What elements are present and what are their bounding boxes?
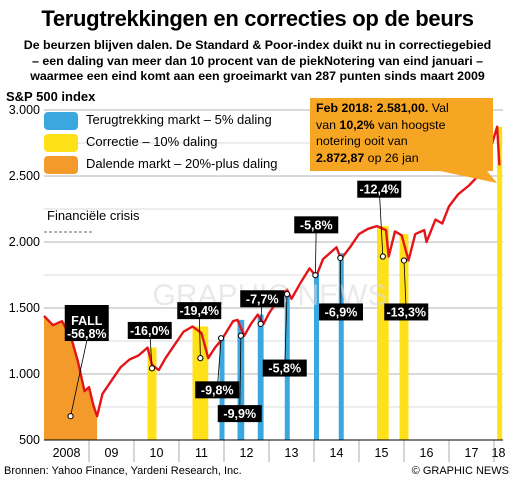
drop-label-box (127, 321, 172, 339)
x-tick-label: 16 (420, 446, 434, 460)
x-tick-label: 18 (492, 446, 506, 460)
drop-label: -16,0% (130, 324, 170, 338)
x-tick-label: 14 (330, 446, 344, 460)
callout-line2-pre: van (316, 117, 340, 132)
callout-line2-rest: van hoogste (374, 117, 446, 132)
drop-label: -6,9% (325, 305, 358, 319)
chart-subtitle: De beurzen blijven dalen. De Standard & … (4, 38, 511, 85)
footer-credit: © GRAPHIC NEWS (411, 465, 509, 477)
x-tick-label: 13 (285, 446, 299, 460)
callout-line4-bold: 2.872,87 (316, 150, 365, 165)
label-dot (283, 291, 291, 298)
drop-label: -13,3% (386, 305, 426, 319)
correction-bar (147, 347, 157, 440)
label-leader (378, 189, 384, 257)
callout-line2-bold: 10,2% (339, 117, 375, 132)
legend-label-bear: Dalende markt – 20%-plus daling (86, 156, 278, 171)
x-tick-label: 17 (465, 446, 479, 460)
subtitle-line-3: waarmee een eind komt aan een groeimarkt… (30, 69, 485, 83)
drop-label: -9,8% (201, 383, 234, 397)
chart-title: Terugtrekkingen en correcties op de beur… (41, 6, 474, 31)
x-tick-label: 11 (195, 446, 208, 460)
drop-label-box (217, 405, 262, 423)
label-dot (312, 272, 319, 279)
drop-label-box (262, 359, 307, 377)
x-tick-label: 2008 (53, 446, 81, 460)
legend-label-pullback: Terugtrekking markt – 5% daling (86, 112, 272, 127)
drop-label-box (177, 302, 222, 320)
sp500-line (43, 125, 501, 418)
drop-label: -12,4% (359, 183, 399, 197)
footer-source: Bronnen: Yahoo Finance, Yardeni Research… (4, 465, 242, 477)
callout-line4-rest: op 26 jan (364, 150, 419, 165)
label-dot (217, 335, 225, 342)
drop-label: -5,8% (300, 218, 333, 232)
subtitle-line-1: De beurzen blijven dalen. De Standard & … (23, 38, 492, 52)
drop-label: -19,4% (179, 304, 219, 318)
pullback-bar (257, 314, 264, 440)
drop-label-box (294, 216, 339, 234)
label-dot (257, 320, 264, 327)
bear-market-area (44, 315, 98, 440)
drop-label-box (319, 303, 363, 321)
callout-line3: notering ooit van (316, 134, 408, 148)
correction-bar (399, 234, 409, 440)
drop-label-box (240, 290, 285, 308)
pullback-bar (338, 253, 344, 440)
label-leader (403, 260, 407, 312)
label-dot (337, 254, 344, 262)
label-dot (237, 332, 244, 339)
label-leader (70, 340, 88, 417)
label-leader (239, 335, 242, 414)
bear-label-box (64, 305, 109, 341)
drop-label-box (195, 381, 240, 399)
drop-label: -7,7% (246, 292, 279, 306)
subtitle-line-2: – een daling van meer dan 10 procent van… (31, 53, 484, 68)
drop-label: -56,8% (67, 327, 107, 341)
y-tick-label: 3.000 (9, 103, 40, 117)
y-tick-label: 2.500 (9, 169, 40, 183)
drop-label-box (384, 303, 429, 321)
label-leader (216, 338, 222, 390)
label-leader (339, 257, 342, 312)
legend-swatch-pullback (44, 112, 78, 130)
label-leader (284, 294, 288, 369)
x-tick-label: 10 (150, 446, 164, 460)
y-tick-label: 1.500 (9, 301, 40, 315)
x-tick-label: 15 (375, 446, 389, 460)
y-tick-label: 2.000 (9, 235, 40, 249)
label-dot (400, 257, 408, 264)
financial-crisis-label: Financiële crisis (47, 208, 140, 223)
label-dot (379, 253, 386, 260)
callout-pointer (440, 171, 497, 183)
series-label: S&P 500 index (6, 89, 96, 104)
legend-swatch-bear (44, 156, 78, 174)
correction-bar (497, 126, 503, 440)
legend-swatch-correction (44, 134, 78, 152)
label-dot (148, 365, 156, 372)
pullback-bar (237, 319, 245, 440)
correction-bar (377, 226, 389, 440)
bear-label-prefix: FALL (71, 314, 103, 328)
callout-box: Feb 2018: 2.581,00. Val van 10,2% van ho… (310, 98, 493, 171)
label-dot (67, 413, 74, 420)
drop-label: -5,8% (268, 362, 301, 376)
callout-line1-bold: Feb 2018: 2.581,00. (316, 101, 429, 115)
drop-label-box (357, 180, 402, 198)
label-dot (197, 355, 204, 362)
y-tick-label: 500 (19, 433, 40, 447)
y-tick-label: 1.000 (9, 367, 40, 381)
pullback-bar (314, 273, 319, 440)
x-tick-label: 12 (240, 446, 254, 460)
callout-line1-rest: Val (428, 101, 449, 115)
x-tick-label: 09 (105, 446, 119, 460)
legend-label-correction: Correctie – 10% daling (86, 134, 218, 149)
drop-label: -9,9% (223, 407, 256, 421)
